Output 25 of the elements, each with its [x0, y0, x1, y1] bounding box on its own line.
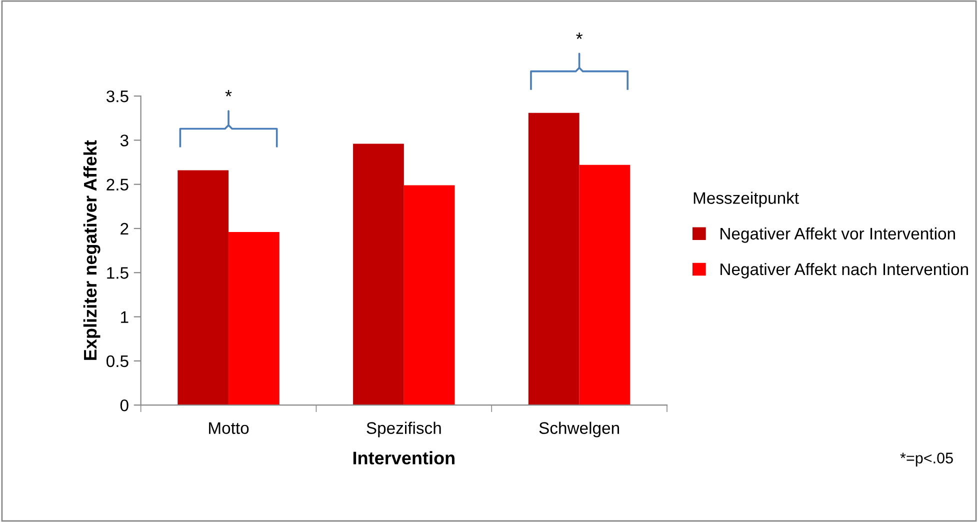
x-tick-label: Spezifisch [366, 422, 441, 438]
y-tick-label: 0.5 [106, 355, 128, 368]
x-tick-label: Schwelgen [539, 422, 619, 438]
bar [404, 185, 455, 406]
y-axis-title: Expliziter negativer Affekt [83, 140, 100, 360]
y-tick-label: 3.5 [106, 90, 128, 102]
legend-label: Negativer Affekt nach Intervention [720, 262, 968, 278]
legend-title: Messzeitpunkt [694, 192, 799, 208]
bar [228, 232, 280, 406]
bar [353, 144, 404, 406]
y-tick-label: 1 [121, 311, 128, 323]
text: *=p<.05 [900, 452, 953, 466]
y-tick-label: 3 [120, 134, 128, 146]
y-tick-label: 1.5 [107, 267, 128, 279]
bar [579, 164, 630, 406]
annotation: * [225, 90, 232, 96]
bar [528, 112, 580, 406]
y-tick-label: 2.5 [106, 178, 128, 191]
x-tick-label: Motto [209, 422, 249, 434]
y-tick-label: 0 [120, 399, 128, 412]
x-axis-title: Intervention [353, 451, 454, 464]
legend-label: Negativer Affekt vor Intervention [720, 227, 955, 243]
bar [178, 170, 229, 406]
text: * [576, 32, 583, 40]
y-tick-label: 2 [120, 222, 128, 235]
